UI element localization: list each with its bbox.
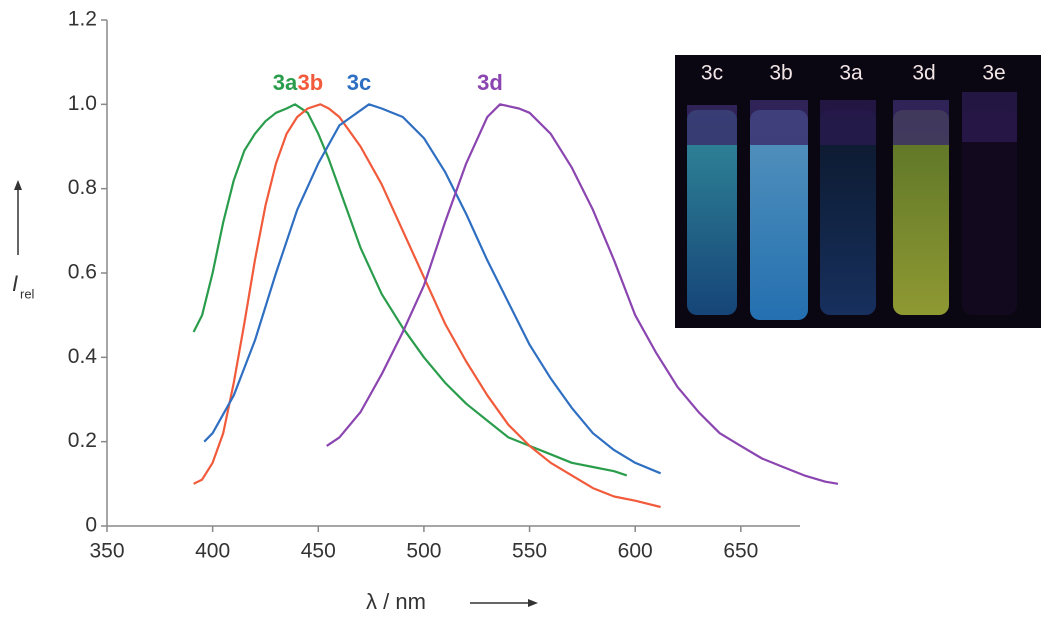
x-arrow xyxy=(470,599,538,607)
inset-label: 3b xyxy=(769,62,792,85)
inset-label: 3d xyxy=(912,62,935,85)
inset-labels: 3c 3b 3a 3d 3e xyxy=(701,62,1006,85)
y-tick-label: 1.2 xyxy=(68,8,97,31)
series-line xyxy=(192,103,628,477)
inset-label: 3c xyxy=(701,62,723,85)
y-tick-label: 1.0 xyxy=(68,92,97,115)
series-line xyxy=(193,103,661,509)
y-tick-label: 0.4 xyxy=(68,345,98,368)
y-axis-title-sub: rel xyxy=(20,286,35,301)
y-axis-title: I xyxy=(12,271,18,296)
inset-label: 3a xyxy=(839,62,863,85)
series-label: 3b xyxy=(298,70,324,95)
series-label: 3d xyxy=(477,70,503,95)
x-axis-title: λ / nm xyxy=(366,589,426,614)
x-tick-label: 600 xyxy=(618,540,653,563)
x-tick-label: 500 xyxy=(406,540,441,563)
x-tick-label: 650 xyxy=(723,540,758,563)
x-tick-label: 450 xyxy=(301,540,336,563)
series-line xyxy=(326,103,839,485)
x-tick-label: 550 xyxy=(512,540,547,563)
series-label: 3a xyxy=(273,70,298,95)
y-tick-label: 0.8 xyxy=(68,176,97,199)
x-tick-label: 400 xyxy=(195,540,230,563)
y-tick-label: 0 xyxy=(85,514,97,537)
y-arrow xyxy=(14,180,22,255)
inset-photo xyxy=(675,55,1041,328)
y-tick-label: 0.2 xyxy=(68,429,97,452)
inset-label: 3e xyxy=(982,62,1005,85)
series-label: 3c xyxy=(347,70,371,95)
y-tick-label: 0.6 xyxy=(68,261,97,284)
series-line xyxy=(203,103,662,475)
x-tick-label: 350 xyxy=(89,540,124,563)
